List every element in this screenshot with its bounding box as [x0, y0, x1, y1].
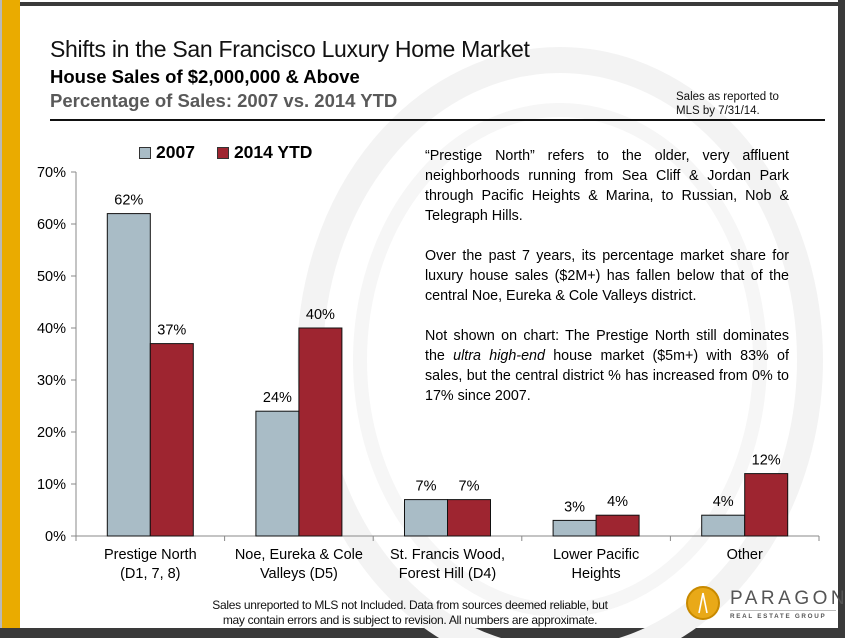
bar-2014-1 [298, 327, 343, 537]
category-label: Prestige North [104, 547, 197, 563]
bar-2014-4 [744, 473, 789, 537]
bar-2014-2 [447, 499, 491, 537]
y-tick-label: 0% [45, 529, 66, 545]
y-tick-label: 30% [37, 373, 66, 389]
y-tick-label: 20% [37, 425, 66, 441]
category-label: Forest Hill (D4) [399, 566, 496, 582]
y-tick-label: 60% [37, 217, 66, 233]
commentary-p3-emphasis: ultra high-end [453, 348, 545, 364]
category-label: Heights [572, 566, 621, 582]
chart-subtitle-2: Percentage of Sales: 2007 vs. 2014 YTD [50, 90, 398, 111]
data-label-2007-1: 24% [263, 390, 292, 406]
category-label: Noe, Eureka & Cole [235, 547, 363, 563]
logo-spire-icon [698, 592, 708, 614]
data-label-2014-3: 4% [607, 494, 628, 510]
frame-right-border [838, 0, 845, 638]
chart-title: Shifts in the San Francisco Luxury Home … [50, 36, 530, 62]
commentary-text: “Prestige North” refers to the older, ve… [425, 146, 789, 426]
header-divider [50, 119, 825, 121]
commentary-paragraph-1: “Prestige North” refers to the older, ve… [425, 148, 789, 224]
bar-2014-3 [595, 514, 640, 537]
chart-legend: 2007 2014 YTD [139, 142, 326, 163]
data-label-2014-4: 12% [752, 453, 781, 469]
source-note-line1: Sales as reported to [676, 91, 779, 103]
category-label: St. Francis Wood, [390, 547, 505, 563]
chart-subtitle: House Sales of $2,000,000 & Above [50, 66, 360, 87]
frame-accent-bar [2, 0, 20, 628]
logo-tagline: REAL ESTATE GROUP [730, 613, 827, 620]
bar-2014-0 [149, 343, 194, 537]
disclaimer: Sales unreported to MLS not Included. Da… [150, 598, 670, 628]
category-label: Valleys (D5) [260, 566, 338, 582]
legend-item-2014: 2014 YTD [216, 142, 313, 163]
logo-name: PARAGON [730, 588, 845, 609]
bar-2007-4 [701, 514, 746, 537]
disclaimer-line1: Sales unreported to MLS not Included. Da… [212, 598, 608, 612]
commentary-p3-end: house market ($5m+) with 83% of sales, b… [425, 348, 789, 404]
data-label-2007-0: 62% [114, 193, 143, 209]
bar-2007-2 [404, 499, 448, 537]
frame-left-line [0, 0, 2, 638]
category-label: (D1, 7, 8) [120, 566, 180, 582]
commentary-paragraph-3: Not shown on chart: The Prestige North s… [425, 326, 789, 406]
commentary-p3-start: Not shown on chart: The Prestige North s… [425, 328, 789, 364]
paragon-logo-icon [686, 586, 720, 620]
legend-label-2014: 2014 YTD [233, 142, 313, 162]
legend-swatch-2007 [139, 146, 151, 159]
commentary-paragraph-2: Over the past 7 years, its percentage ma… [425, 248, 789, 304]
source-note: Sales as reported to MLS by 7/31/14. [676, 90, 816, 118]
legend-item-2007: 2007 [139, 142, 195, 163]
bar-2007-1 [255, 410, 300, 537]
y-tick-label: 50% [37, 269, 66, 285]
data-label-2014-1: 40% [306, 307, 335, 323]
category-label: Other [727, 547, 763, 563]
legend-label-2007: 2007 [156, 142, 195, 162]
y-tick-label: 70% [37, 165, 66, 181]
data-label-2007-3: 3% [564, 499, 585, 515]
y-tick-label: 10% [37, 477, 66, 493]
paragon-logo: PARAGON REAL ESTATE GROUP [686, 586, 845, 624]
bar-2007-0 [106, 213, 151, 537]
source-note-line2: MLS by 7/31/14. [676, 105, 760, 117]
disclaimer-line2: may contain errors and is subject to rev… [222, 613, 598, 627]
y-tick-label: 40% [37, 321, 66, 337]
category-label: Lower Pacific [553, 547, 639, 563]
frame-top-border [20, 2, 838, 6]
data-label-2014-0: 37% [157, 323, 186, 339]
logo-divider [730, 610, 836, 611]
data-label-2007-2: 7% [416, 479, 437, 495]
data-label-2014-2: 7% [459, 479, 480, 495]
data-label-2007-4: 4% [713, 494, 734, 510]
bar-2007-3 [552, 519, 597, 537]
legend-swatch-2014 [216, 146, 229, 159]
